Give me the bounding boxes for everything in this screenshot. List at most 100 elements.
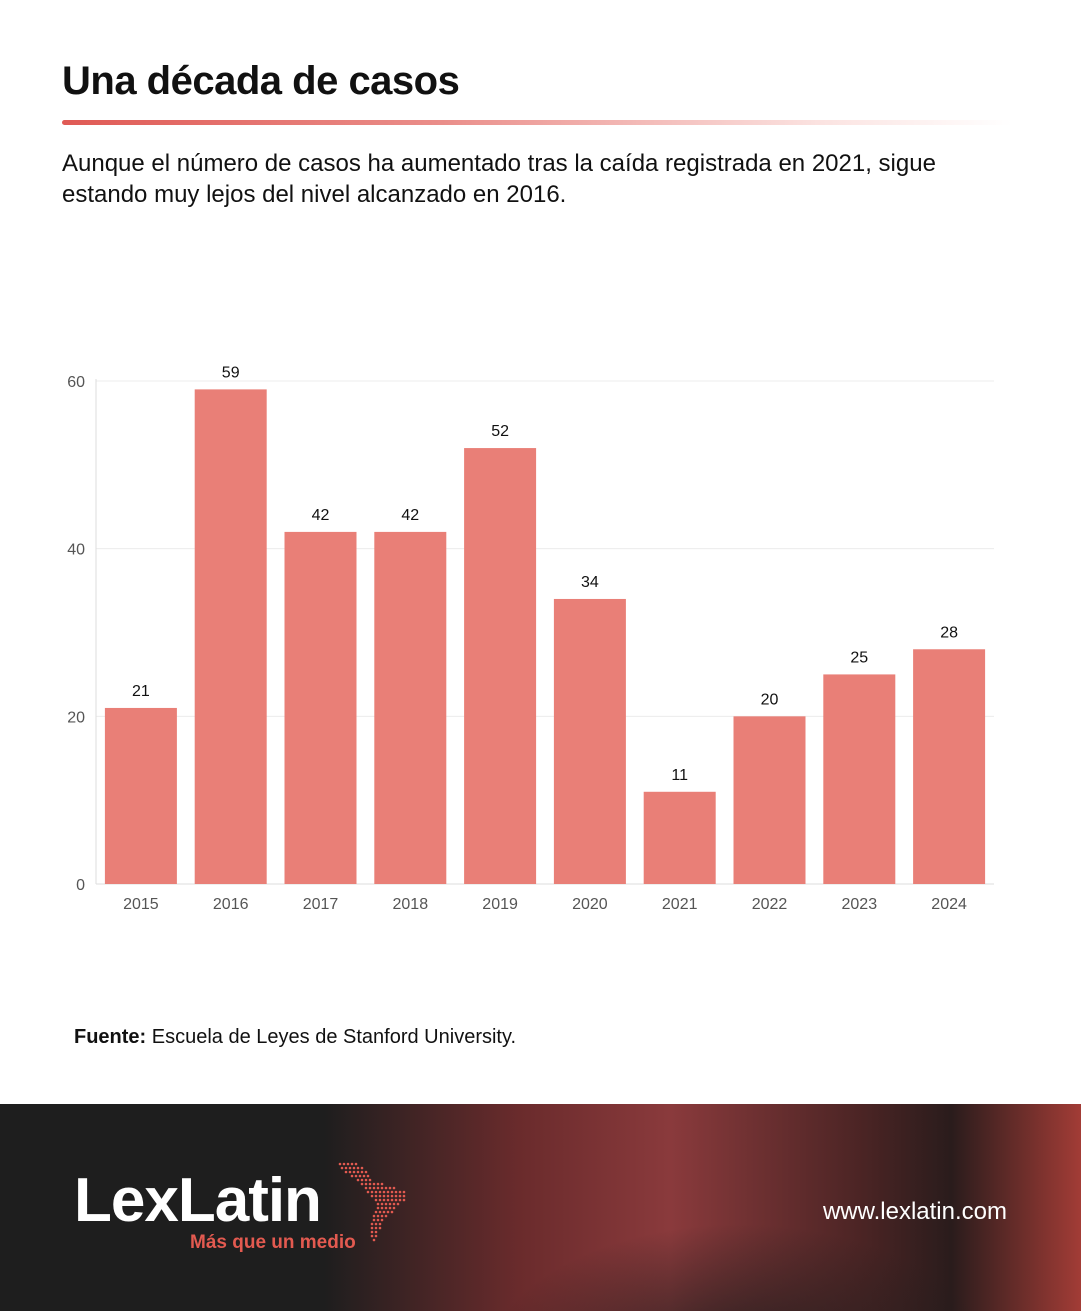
map-dot xyxy=(388,1206,392,1210)
data-label: 42 xyxy=(401,507,419,524)
map-dot xyxy=(372,1182,376,1186)
bar xyxy=(913,649,986,884)
map-dot xyxy=(370,1234,374,1238)
map-dot xyxy=(380,1182,384,1186)
x-tick-label: 2015 xyxy=(123,896,159,913)
data-label: 20 xyxy=(761,691,779,708)
map-dot xyxy=(342,1162,346,1166)
map-dot xyxy=(354,1162,358,1166)
y-tick-label: 20 xyxy=(67,709,85,726)
map-dot xyxy=(358,1174,362,1178)
y-tick-label: 0 xyxy=(76,877,85,894)
map-dot xyxy=(394,1198,398,1202)
map-dot xyxy=(386,1190,390,1194)
brand-tagline: Más que un medio xyxy=(190,1232,356,1253)
map-dot xyxy=(402,1194,406,1198)
map-dot xyxy=(398,1198,402,1202)
map-dot xyxy=(366,1190,370,1194)
map-dot xyxy=(378,1226,382,1230)
map-dot xyxy=(370,1222,374,1226)
map-dot xyxy=(370,1226,374,1230)
x-tick-label: 2022 xyxy=(752,896,788,913)
page-title: Una década de casos xyxy=(62,59,460,103)
map-dot xyxy=(386,1198,390,1202)
map-dot xyxy=(390,1194,394,1198)
map-dot xyxy=(386,1194,390,1198)
map-dot xyxy=(376,1214,380,1218)
bar xyxy=(823,674,896,884)
map-dot xyxy=(372,1186,376,1190)
map-dot xyxy=(368,1182,372,1186)
brand-logo[interactable]: LexLatin xyxy=(74,1166,322,1235)
bar xyxy=(194,389,267,884)
map-dot xyxy=(344,1170,348,1174)
map-dot xyxy=(394,1190,398,1194)
data-label: 25 xyxy=(850,649,868,666)
map-dot xyxy=(376,1206,380,1210)
map-dot xyxy=(384,1214,388,1218)
map-dot xyxy=(384,1206,388,1210)
map-dot xyxy=(382,1198,386,1202)
map-dot xyxy=(372,1238,376,1242)
data-label: 42 xyxy=(312,507,330,524)
map-dot xyxy=(394,1194,398,1198)
map-dot xyxy=(378,1198,382,1202)
bar xyxy=(374,531,447,884)
map-dot xyxy=(360,1182,364,1186)
map-dot xyxy=(360,1166,364,1170)
data-label: 52 xyxy=(491,423,509,440)
map-dot xyxy=(364,1170,368,1174)
x-tick-label: 2023 xyxy=(842,896,878,913)
map-dot xyxy=(388,1202,392,1206)
map-dot xyxy=(364,1178,368,1182)
map-dot xyxy=(390,1198,394,1202)
x-tick-label: 2016 xyxy=(213,896,249,913)
source-text: Escuela de Leyes de Stanford University. xyxy=(151,1026,517,1048)
bars xyxy=(104,389,986,884)
data-labels: 21 59 42 42 52 34 11 20 25 28 xyxy=(132,364,958,783)
bar xyxy=(464,448,537,884)
map-dot xyxy=(374,1198,378,1202)
data-label: 59 xyxy=(222,364,240,381)
x-axis-ticks: 2015 2016 2017 2018 2019 2020 2021 2022 2023 2024 xyxy=(123,896,967,913)
map-dot xyxy=(378,1210,382,1214)
map-dot xyxy=(354,1174,358,1178)
map-dot xyxy=(380,1202,384,1206)
map-dot xyxy=(350,1162,354,1166)
map-dot xyxy=(382,1210,386,1214)
map-dot xyxy=(366,1174,370,1178)
map-dot xyxy=(364,1182,368,1186)
map-dot xyxy=(392,1186,396,1190)
bar xyxy=(284,531,357,884)
y-tick-label: 60 xyxy=(67,374,85,391)
y-tick-label: 40 xyxy=(67,542,85,559)
map-dot xyxy=(338,1162,342,1166)
map-dot xyxy=(380,1186,384,1190)
map-dot xyxy=(356,1166,360,1170)
map-dot xyxy=(370,1194,374,1198)
source-label: Fuente: xyxy=(74,1026,147,1048)
map-dot xyxy=(348,1166,352,1170)
map-dot xyxy=(386,1210,390,1214)
map-dot xyxy=(352,1170,356,1174)
map-dot xyxy=(368,1178,372,1182)
website-link[interactable]: www.lexlatin.com xyxy=(822,1198,1007,1225)
map-dot xyxy=(370,1230,374,1234)
map-dot xyxy=(374,1230,378,1234)
x-tick-label: 2024 xyxy=(931,896,967,913)
map-dot xyxy=(398,1190,402,1194)
bar xyxy=(733,716,806,884)
bar xyxy=(643,791,716,884)
map-dot xyxy=(382,1190,386,1194)
map-dot xyxy=(364,1186,368,1190)
map-dot xyxy=(352,1166,356,1170)
map-dot xyxy=(376,1182,380,1186)
map-dot xyxy=(374,1222,378,1226)
source-note: Fuente: Escuela de Leyes de Stanford Uni… xyxy=(74,1026,516,1049)
title-divider xyxy=(62,120,1012,125)
map-dot xyxy=(392,1206,396,1210)
map-dot xyxy=(350,1174,354,1178)
map-dot xyxy=(362,1174,366,1178)
x-tick-label: 2017 xyxy=(303,896,339,913)
